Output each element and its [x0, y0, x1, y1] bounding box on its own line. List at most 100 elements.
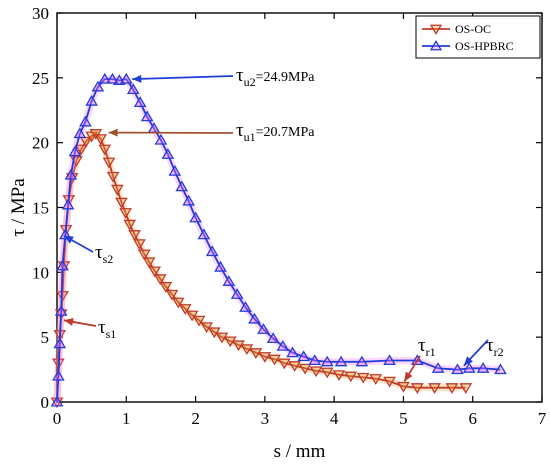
data-point [74, 144, 88, 156]
data-point [98, 144, 112, 156]
data-point [106, 171, 120, 183]
series-OS-OC [50, 129, 473, 409]
annotation-tr2: τr2 [463, 335, 504, 367]
x-tick-label: 5 [399, 409, 408, 428]
data-point [79, 115, 92, 127]
data-point [428, 383, 441, 394]
data-point [205, 245, 219, 257]
data-point [89, 129, 103, 140]
legend-label: OS-HPBRC [455, 39, 514, 53]
x-tick-label: 1 [122, 409, 131, 428]
data-point [123, 219, 137, 231]
data-point [50, 395, 64, 407]
data-point [222, 275, 236, 286]
data-point [383, 354, 396, 366]
data-point [445, 383, 459, 394]
data-point [171, 297, 185, 309]
annotation-tu2: τu2=24.9MPa [132, 65, 315, 89]
data-point [165, 289, 179, 301]
series-layer [50, 72, 507, 409]
data-point [297, 350, 310, 362]
data-point [148, 266, 162, 278]
data-point [207, 327, 221, 339]
data-point [277, 358, 291, 370]
data-point [91, 80, 105, 92]
data-point [98, 72, 112, 84]
data-point [494, 363, 507, 375]
data-point [369, 374, 383, 385]
annotation-arrowhead [132, 74, 142, 83]
data-point [106, 72, 119, 84]
data-point [128, 230, 141, 241]
annotation-arrow [132, 75, 234, 81]
data-point [451, 363, 464, 375]
annotations-layer: τu2=24.9MPa τu1=20.7MPa τs2 τs1 τr1 τr2 [63, 65, 504, 382]
annotation-arrowhead [463, 356, 473, 366]
data-point [115, 197, 128, 209]
y-tick-label: 0 [41, 393, 50, 412]
annotation-label: τr1 [418, 335, 436, 359]
annotation-arrowhead [108, 128, 118, 137]
data-point [397, 381, 410, 393]
data-point [133, 239, 146, 251]
x-tick-label: 0 [53, 409, 62, 428]
annotation-arrowhead [64, 317, 74, 326]
y-tick-label: 30 [32, 4, 49, 23]
data-point [410, 383, 424, 394]
annotation-tu1: τu1=20.7MPa [108, 120, 315, 144]
x-tick-label: 7 [538, 409, 547, 428]
data-point [332, 370, 346, 381]
x-axis-title: s / mm [274, 441, 326, 462]
data-point [102, 157, 116, 169]
data-point [54, 305, 68, 316]
data-point [320, 355, 334, 367]
data-point [214, 260, 227, 272]
data-point [159, 282, 173, 293]
data-point [52, 369, 65, 381]
data-point [276, 340, 290, 351]
data-point [230, 288, 244, 299]
annotation-tr1: τr1 [403, 335, 436, 382]
annotation-label: τs2 [95, 242, 113, 266]
data-point [257, 323, 270, 334]
data-point [154, 133, 168, 145]
data-point [53, 337, 67, 349]
x-tick-label: 6 [468, 409, 477, 428]
data-point [137, 249, 151, 261]
y-tick-label: 15 [32, 199, 49, 218]
data-point [215, 332, 229, 344]
data-point [320, 367, 334, 379]
legend-box [415, 15, 541, 59]
annotation-label: τs1 [98, 317, 116, 341]
data-point [240, 344, 254, 356]
annotation-label: τr2 [486, 335, 504, 359]
data-point [178, 304, 192, 315]
data-point [266, 332, 280, 344]
data-point [268, 354, 281, 366]
legend-marker [429, 24, 443, 36]
data-point [288, 361, 301, 372]
data-point [462, 362, 476, 373]
data-point [126, 83, 140, 95]
annotation-ts1: τs1 [63, 317, 116, 341]
data-point [192, 315, 206, 327]
data-point [223, 336, 237, 348]
data-point [344, 371, 358, 383]
data-point [258, 352, 272, 363]
x-tick-label: 3 [261, 409, 270, 428]
annotation-arrowhead [64, 235, 74, 244]
data-point [110, 184, 124, 196]
legend-marker [429, 39, 443, 51]
data-point [182, 194, 195, 206]
data-point [286, 346, 299, 358]
data-point [175, 180, 189, 192]
data-point [56, 259, 69, 271]
annotation-ts2: τs2 [63, 234, 113, 266]
x-tick-label: 4 [330, 409, 339, 428]
data-point [153, 274, 167, 286]
data-point [298, 363, 312, 375]
data-point [334, 355, 348, 367]
legend-label: OS-OC [455, 22, 491, 36]
data-point [197, 228, 211, 240]
